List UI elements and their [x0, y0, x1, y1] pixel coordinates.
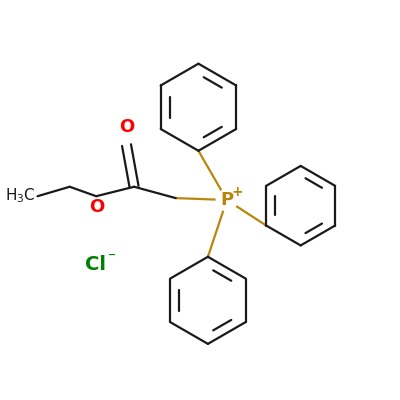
- Text: H$_3$C: H$_3$C: [5, 186, 36, 205]
- Text: O: O: [119, 118, 134, 136]
- Text: O: O: [89, 198, 104, 216]
- Text: Cl: Cl: [85, 255, 106, 274]
- Text: P: P: [220, 191, 234, 209]
- Circle shape: [216, 189, 238, 211]
- Text: ⁻: ⁻: [108, 251, 116, 266]
- Text: +: +: [232, 186, 243, 200]
